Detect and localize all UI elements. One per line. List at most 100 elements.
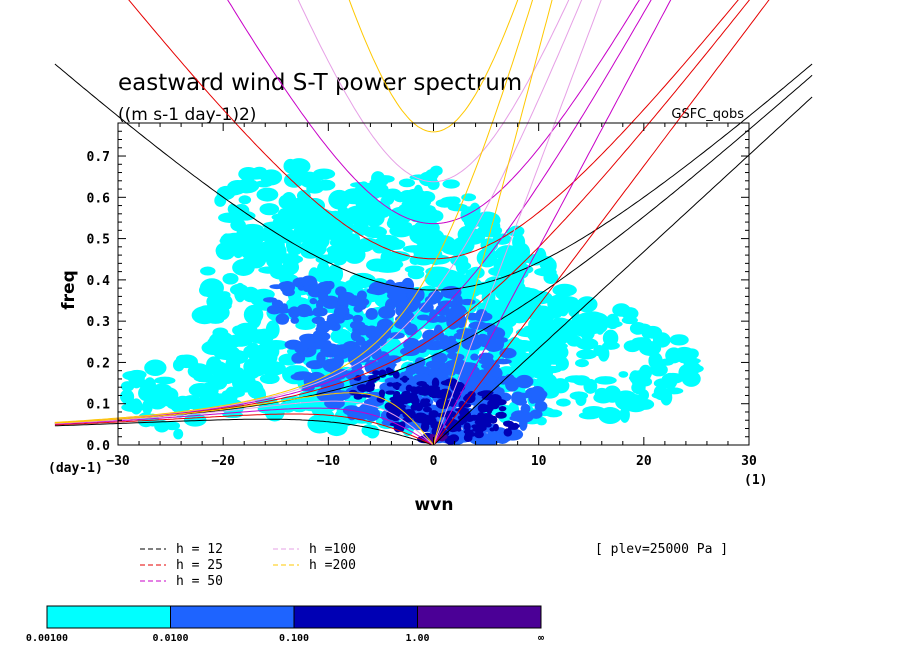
heatmap-cell [417,414,433,425]
heatmap-cell [365,381,376,390]
heatmap-cell [352,314,364,323]
heatmap-cell [503,428,513,437]
heatmap-cell [384,402,393,411]
axis-ticks: −30 −20 −10 0 10 20 30 0.0 0.1 0.2 0.3 0.4 0.5 0.6 0.7 [87,123,757,469]
heatmap-cell [528,365,550,372]
heatmap-cell [416,314,431,321]
heatmap-cell [378,369,387,378]
heatmap-cell [338,233,361,244]
heatmap-cell [447,203,469,212]
heatmap-cell [649,363,668,377]
heatmap-cell [328,344,344,356]
heatmap-cell [376,175,395,183]
heatmap-cell [520,403,531,414]
heatmap-cell [172,358,185,372]
heatmap-cell [404,323,418,336]
heatmap-cell [144,359,167,377]
colorbar-segment [170,605,295,629]
heatmap-cell [447,352,458,360]
heatmap-cell [456,328,477,335]
heatmap-cell [486,436,498,445]
heatmap-cell [243,304,264,325]
heatmap-cell [359,185,372,200]
heatmap-cell [612,303,631,317]
heatmap-cell [385,251,411,262]
heatmap-cell [275,313,290,325]
y-tick-label: 0.6 [87,191,111,206]
heatmap-cell [407,268,425,280]
heatmap-cell [384,279,396,295]
x-tick-label: 0 [430,454,438,469]
heatmap-cell [428,370,444,378]
heatmap-cell [201,340,225,355]
heatmap-cell [543,271,559,284]
heatmap-cell [408,224,428,234]
heatmap-cell [390,399,401,406]
heatmap-cell [262,221,286,230]
heatmap-cell [359,394,372,398]
heatmap-cell [669,334,689,346]
heatmap-cell [511,391,525,405]
heatmap-cell [396,209,414,216]
dispersion-curve [433,0,770,446]
dispersion-curve [433,0,553,446]
heatmap-cell [278,195,292,209]
heatmap-cell [365,425,380,439]
heatmap-cell [430,340,445,347]
heatmap-cell [530,346,555,356]
heatmap-cell [422,398,431,404]
heatmap-cell [120,381,135,392]
heatmap-cell [256,341,280,362]
heatmap-cell [576,312,597,328]
heatmap-cell [534,400,548,412]
heatmap-cell [403,337,421,351]
heatmap-cell [365,340,381,356]
heatmap-cell [437,412,445,418]
heatmap-cell [494,387,505,397]
heatmap-cell [649,327,661,337]
x-tick-label: −10 [317,454,341,469]
heatmap-cell [428,290,444,302]
heatmap-cell [240,247,253,259]
heatmap-cell [173,428,184,440]
heatmap-cell [492,233,512,245]
heatmap-cell [414,385,423,392]
heatmap-cell [235,178,260,194]
model-name: GSFC_qobs [671,107,744,122]
heatmap-cell [529,385,546,400]
heatmap-cell [512,233,526,251]
heatmap-cell [522,356,539,366]
y-tick-label: 0.5 [87,233,110,248]
heatmap-cell [416,345,427,354]
y-tick-label: 0.4 [87,274,111,289]
colorbar-label: 0.00100 [26,633,68,644]
heatmap-cell [575,337,599,350]
heatmap-cell [240,223,264,234]
heatmap-cell [479,390,494,396]
heatmap-cell [494,358,512,365]
heatmap-cell [467,414,482,421]
heatmap-cell [419,228,445,245]
dispersion-curve [433,0,602,446]
heatmap-cell [470,353,479,361]
heatmap-cell [154,419,170,433]
power-heatmap [120,158,704,445]
heatmap-cell [463,422,471,432]
heatmap-cell [395,221,413,229]
heatmap-cell [343,245,366,264]
heatmap-cell [258,266,281,274]
heatmap-cell [489,427,495,432]
heatmap-cell [314,270,328,283]
heatmap-cell [481,422,488,429]
heatmap-cell [594,317,606,335]
heatmap-cell [287,158,311,175]
heatmap-cell [461,340,474,347]
legend-label: h =200 [309,558,356,573]
heatmap-cell [362,200,374,212]
heatmap-cell [662,372,678,390]
heatmap-cell [365,308,378,320]
heatmap-cell [350,330,361,342]
colorbar-label: 0.100 [279,633,309,644]
